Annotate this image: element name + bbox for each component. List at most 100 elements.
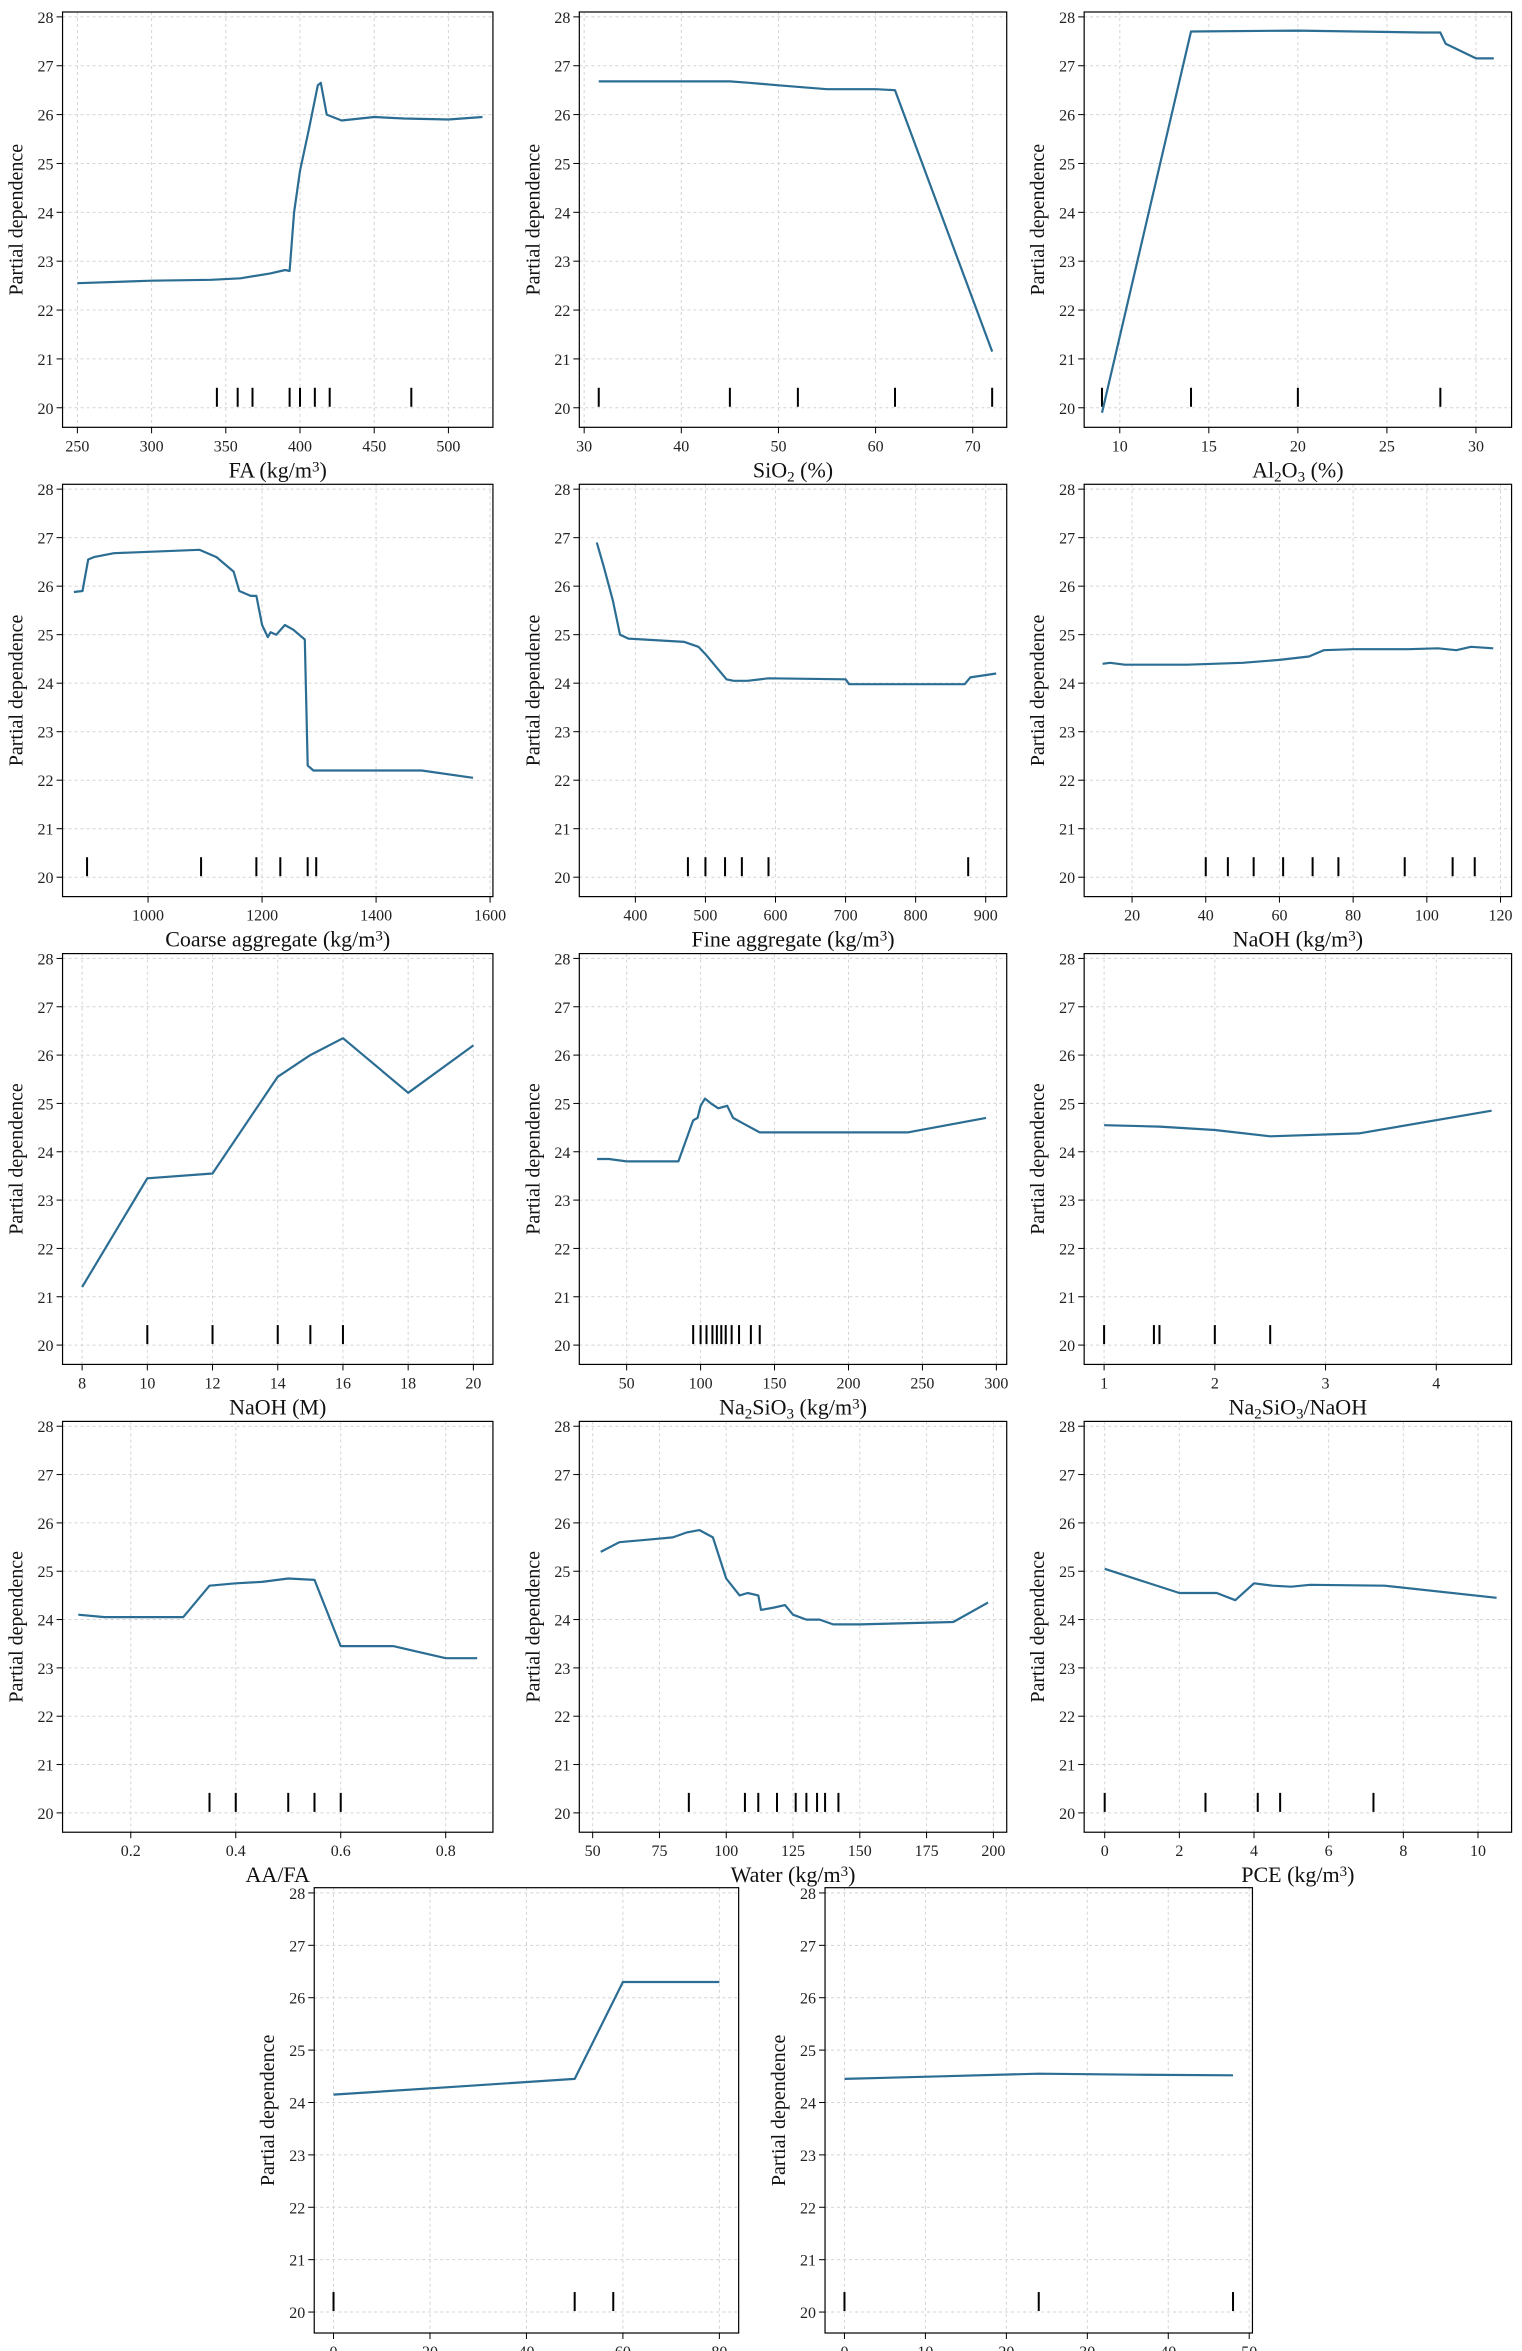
y-tick-label: 27 xyxy=(38,531,54,548)
y-tick-label: 27 xyxy=(554,1000,570,1017)
x-axis-label-part: ) xyxy=(887,927,894,952)
y-tick-label: 26 xyxy=(38,1048,54,1065)
x-tick-label: 20 xyxy=(465,1375,481,1392)
plot-frame xyxy=(1083,1420,1513,1833)
y-tick-label: 21 xyxy=(1059,352,1075,369)
x-tick-label: 150 xyxy=(848,1843,872,1860)
x-tick-label: 120 xyxy=(1489,908,1513,925)
x-tick-label: 1600 xyxy=(474,908,506,925)
x-tick-label: 80 xyxy=(711,2344,727,2351)
y-tick-label: 24 xyxy=(1059,1613,1075,1630)
y-tick-label: 24 xyxy=(800,2095,816,2112)
x-axis-label: SiO2 (%) xyxy=(753,457,833,485)
x-tick-label: 0.8 xyxy=(436,1843,456,1860)
pdp-panel-4: 1000 1200 1400 1600 20 21 22 23 24 25 26 27 28 Partia… xyxy=(6,482,507,951)
x-tick-label: 1 xyxy=(1100,1375,1108,1392)
y-axis-label: Partial dependence xyxy=(6,144,28,296)
y-tick-label: 23 xyxy=(1059,725,1075,742)
y-tick-label: 25 xyxy=(554,156,570,173)
y-tick-label: 26 xyxy=(554,579,570,596)
x-axis-label-part: 3 xyxy=(1340,1865,1348,1881)
y-tick-label: 28 xyxy=(554,1419,570,1436)
x-axis-label-part: NaOH (M) xyxy=(229,1394,326,1419)
x-axis-label-part: SiO xyxy=(1262,1394,1296,1419)
pdp-panel-5: 400 500 600 700 800 900 20 21 22 23 24 25 26 27 28 Part… xyxy=(522,482,1008,952)
y-tick-label: 25 xyxy=(38,628,54,645)
x-axis-label-part: SiO xyxy=(753,457,787,482)
y-tick-label: 21 xyxy=(800,2253,816,2270)
y-tick-label: 20 xyxy=(554,870,570,887)
x-axis-label-part: 2 xyxy=(1254,1407,1262,1423)
y-axis-label: Partial dependence xyxy=(257,2034,279,2186)
x-tick-label: 200 xyxy=(981,1843,1005,1860)
x-tick-label: 75 xyxy=(651,1843,667,1860)
y-axis-label: Partial dependence xyxy=(1027,1083,1049,1235)
x-tick-label: 18 xyxy=(400,1375,416,1392)
y-tick-label: 22 xyxy=(1059,303,1075,320)
y-tick-label: 20 xyxy=(1059,1338,1075,1355)
x-axis-label-part: (kg/m xyxy=(794,1394,852,1419)
x-axis-label-part: O xyxy=(1282,457,1298,482)
x-tick-label: 50 xyxy=(770,438,786,455)
x-axis-label-part: ) xyxy=(1347,1862,1354,1887)
y-tick-label: 26 xyxy=(38,579,54,596)
y-tick-label: 28 xyxy=(38,951,54,968)
y-tick-label: 20 xyxy=(38,1338,54,1355)
pdp-panel-11: 50 75 100 125 150 175 200 20 21 22 23 24 25 26 27 28 Par… xyxy=(522,1419,1008,1887)
x-axis-label-part: Water (kg/m xyxy=(731,1862,841,1887)
y-tick-label: 27 xyxy=(1059,59,1075,76)
pdp-panel-2: 30 40 50 60 70 20 21 22 23 24 25 26 27 28 Partial depe… xyxy=(522,10,1008,486)
y-tick-label: 28 xyxy=(38,482,54,499)
x-axis-label-part: AA/FA xyxy=(246,1862,310,1887)
pd-series-line xyxy=(595,542,997,686)
x-axis-label-part: 3 xyxy=(1296,1407,1304,1423)
x-axis-label-part: (%) xyxy=(1305,457,1343,482)
x-axis-label: FA (kg/m3) xyxy=(229,457,327,482)
x-axis-label: Water (kg/m3) xyxy=(731,1862,856,1887)
y-tick-label: 20 xyxy=(1059,870,1075,887)
x-tick-label: 600 xyxy=(764,908,788,925)
x-tick-label: 30 xyxy=(576,438,592,455)
x-tick-label: 200 xyxy=(836,1375,860,1392)
y-tick-label: 21 xyxy=(1059,1290,1075,1307)
x-axis-label: PCE (kg/m3) xyxy=(1241,1862,1354,1887)
y-tick-label: 26 xyxy=(554,1516,570,1533)
x-tick-label: 25 xyxy=(1379,438,1395,455)
pd-series-line xyxy=(78,1577,478,1660)
plot-frame xyxy=(578,483,1008,898)
x-axis-label-part: PCE (kg/m xyxy=(1241,1862,1339,1887)
y-tick-label: 20 xyxy=(1059,401,1075,418)
y-tick-label: 27 xyxy=(554,59,570,76)
y-tick-label: 24 xyxy=(38,205,54,222)
x-tick-label: 20 xyxy=(998,2344,1014,2351)
x-tick-label: 0 xyxy=(330,2344,338,2351)
x-axis-label-part: Fine aggregate (kg/m xyxy=(692,927,880,952)
y-tick-label: 22 xyxy=(554,303,570,320)
x-axis-label-part: 3 xyxy=(787,1407,795,1423)
y-tick-label: 27 xyxy=(289,1938,305,1955)
x-tick-label: 500 xyxy=(436,438,460,455)
y-tick-label: 21 xyxy=(554,1758,570,1775)
x-tick-label: 300 xyxy=(140,438,164,455)
x-axis-label-part: 3 xyxy=(880,929,888,945)
pdp-panel-13: 0 20 40 60 80 20 21 22 23 24 25 26 27 28 Partial depen… xyxy=(257,1886,740,2351)
y-tick-label: 25 xyxy=(38,1096,54,1113)
y-tick-label: 28 xyxy=(554,951,570,968)
plot-frame xyxy=(61,483,494,898)
y-tick-label: 23 xyxy=(38,1661,54,1678)
pdp-panel-7: 8 10 12 14 16 18 20 20 21 22 23 24 25 26 27 28 Partial d… xyxy=(6,951,494,1419)
x-tick-label: 450 xyxy=(362,438,386,455)
y-tick-label: 23 xyxy=(38,254,54,271)
x-tick-label: 0 xyxy=(840,2344,848,2351)
y-tick-label: 22 xyxy=(1059,773,1075,790)
y-tick-label: 26 xyxy=(1059,108,1075,125)
x-axis-label-part: 2 xyxy=(787,470,795,486)
y-tick-label: 24 xyxy=(1059,205,1075,222)
y-tick-label: 20 xyxy=(800,2305,816,2322)
y-tick-label: 24 xyxy=(289,2095,305,2112)
y-tick-label: 28 xyxy=(38,1419,54,1436)
y-tick-label: 27 xyxy=(1059,1468,1075,1485)
x-tick-label: 1000 xyxy=(132,908,164,925)
y-tick-label: 21 xyxy=(38,1758,54,1775)
